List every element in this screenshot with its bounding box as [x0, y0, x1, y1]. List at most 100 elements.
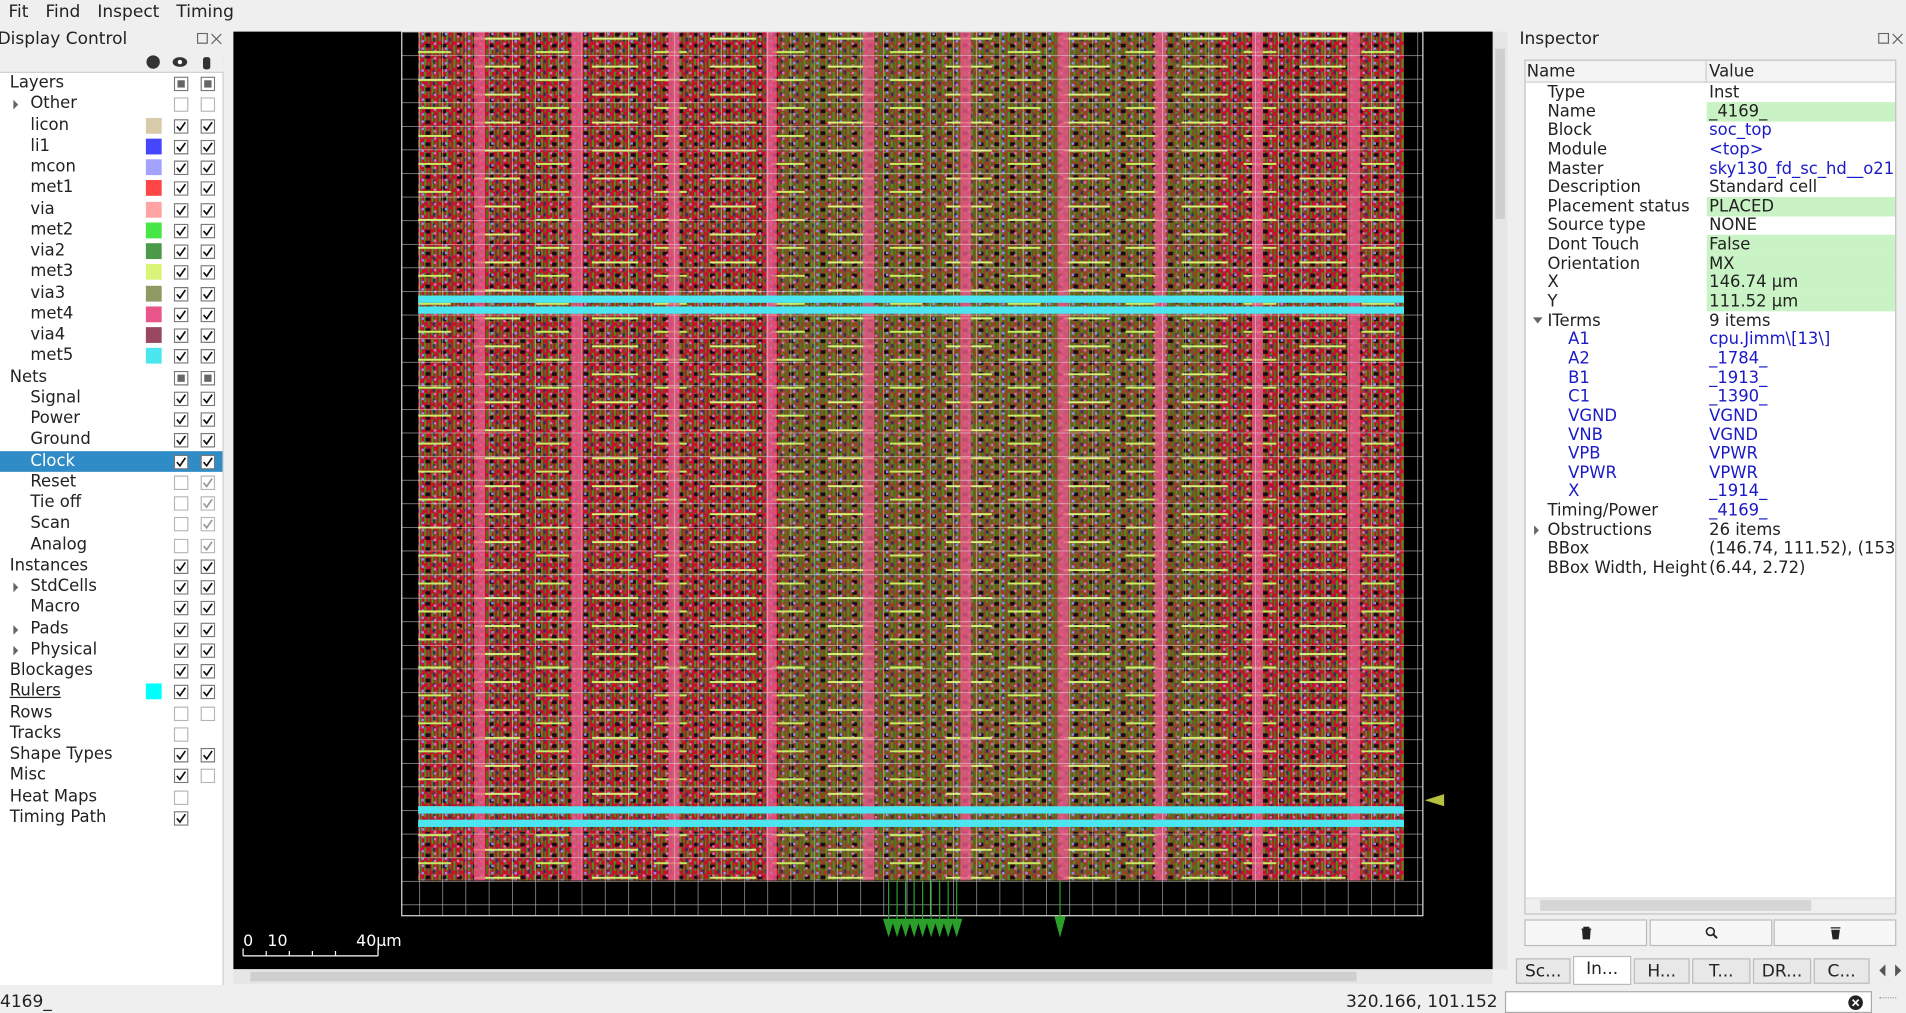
checkbox[interactable] — [200, 76, 216, 92]
command-input[interactable] — [1504, 991, 1873, 1013]
dock-tab[interactable]: Sc... — [1515, 958, 1571, 984]
inspector-value[interactable]: VPWR — [1709, 444, 1758, 464]
dock-tab[interactable]: C... — [1813, 958, 1870, 984]
display-row[interactable]: met1 — [0, 178, 222, 199]
display-row[interactable]: Analog — [0, 534, 222, 555]
inspector-row[interactable]: Dont Touch False — [1526, 234, 1896, 255]
checkbox[interactable] — [173, 286, 189, 301]
display-row[interactable]: mcon — [0, 157, 222, 178]
inspector-row[interactable]: Orientation MX — [1526, 253, 1896, 274]
checkbox[interactable] — [173, 810, 189, 826]
display-row[interactable]: Nets — [0, 367, 222, 388]
inspector-value[interactable]: _1390_ — [1709, 387, 1768, 407]
checkbox[interactable] — [200, 286, 216, 301]
display-row[interactable]: Tracks — [0, 723, 222, 744]
display-row[interactable]: via2 — [0, 241, 222, 262]
inspector-value[interactable]: cpu.Jimm\[13\] — [1709, 329, 1831, 350]
checkbox[interactable] — [173, 684, 189, 700]
menu-item[interactable]: Inspect — [97, 2, 160, 22]
checkbox[interactable] — [173, 663, 189, 679]
checkbox[interactable] — [200, 768, 216, 784]
checkbox[interactable] — [200, 454, 216, 469]
checkbox[interactable] — [173, 139, 189, 155]
checkbox[interactable] — [173, 76, 189, 92]
checkbox[interactable] — [200, 663, 216, 679]
checkbox[interactable] — [200, 307, 216, 322]
menu-item[interactable]: Fit — [8, 2, 29, 22]
checkbox[interactable] — [200, 747, 216, 763]
display-row[interactable]: Other — [0, 94, 222, 115]
dock-tab[interactable]: H... — [1633, 958, 1690, 984]
inspector-value[interactable]: VGND — [1709, 406, 1759, 426]
display-row[interactable]: met3 — [0, 262, 222, 283]
display-row[interactable]: Physical — [0, 639, 222, 660]
display-row[interactable]: Rulers — [0, 681, 222, 702]
display-row[interactable]: Reset — [0, 472, 222, 493]
checkbox[interactable] — [173, 433, 189, 448]
checkbox[interactable] — [200, 202, 216, 218]
checkbox[interactable] — [173, 328, 189, 343]
inspector-row[interactable]: Source type NONE — [1526, 216, 1896, 235]
checkbox[interactable] — [173, 223, 189, 239]
inspector-row[interactable]: X 146.74 µm — [1526, 272, 1896, 293]
display-row[interactable]: Rows — [0, 702, 222, 723]
checkbox[interactable] — [173, 747, 189, 763]
inspector-row[interactable]: Module <top> — [1526, 140, 1896, 159]
inspector-row[interactable]: VGND VGND — [1526, 406, 1896, 426]
inspector-value[interactable]: _4169_ — [1709, 501, 1768, 521]
checkbox[interactable] — [200, 349, 216, 364]
checkbox[interactable] — [200, 496, 216, 511]
checkbox[interactable] — [200, 475, 216, 490]
display-row[interactable]: Shape Types — [0, 744, 222, 765]
checkbox[interactable] — [200, 139, 216, 155]
inspector-row[interactable]: X _1914_ — [1526, 482, 1896, 501]
checkbox[interactable] — [200, 559, 216, 574]
checkbox[interactable] — [173, 789, 189, 805]
inspector-row[interactable]: VPB VPWR — [1526, 444, 1896, 464]
checkbox[interactable] — [200, 223, 216, 239]
checkbox[interactable] — [200, 265, 216, 281]
column-header[interactable]: Name — [1526, 62, 1576, 82]
display-row[interactable]: Layers — [0, 73, 222, 94]
checkbox[interactable] — [173, 475, 189, 490]
checkbox[interactable] — [173, 412, 189, 427]
toolbar-button[interactable] — [1524, 919, 1648, 947]
inspector-value[interactable]: soc_top — [1709, 120, 1772, 141]
checkbox[interactable] — [200, 433, 216, 448]
inspector-row[interactable]: BBox (146.74, 111.52), (153. — [1526, 539, 1895, 558]
checkbox[interactable] — [173, 559, 189, 574]
dock-tab[interactable]: T... — [1692, 958, 1751, 984]
checkbox[interactable] — [173, 181, 189, 197]
display-row[interactable]: Tie off — [0, 493, 222, 514]
inspector-row[interactable]: BBox Width, Height (6.44, 2.72) — [1526, 558, 1896, 577]
display-row[interactable]: via4 — [0, 325, 222, 346]
checkbox[interactable] — [173, 580, 189, 595]
display-row[interactable]: Blockages — [0, 660, 222, 681]
checkbox[interactable] — [173, 202, 189, 218]
display-row[interactable]: Macro — [0, 597, 222, 618]
checkbox[interactable] — [173, 726, 189, 742]
inspector-row[interactable]: C1 _1390_ — [1526, 387, 1896, 407]
menu-item[interactable]: Find — [45, 2, 81, 22]
checkbox[interactable] — [200, 244, 216, 260]
display-row[interactable]: Signal — [0, 388, 222, 409]
column-header[interactable]: Value — [1709, 62, 1755, 82]
checkbox[interactable] — [200, 538, 216, 553]
display-row[interactable]: Misc — [0, 765, 222, 786]
display-row[interactable]: Instances — [0, 555, 222, 576]
display-row[interactable]: via — [0, 199, 222, 220]
inspector-row[interactable]: Obstructions 26 items — [1526, 520, 1896, 540]
display-row[interactable]: met5 — [0, 346, 222, 367]
display-row[interactable]: Pads — [0, 618, 222, 639]
inspector-row[interactable]: Type Inst — [1526, 83, 1896, 102]
checkbox[interactable] — [200, 412, 216, 427]
display-row[interactable]: Clock — [0, 450, 223, 472]
checkbox[interactable] — [173, 601, 189, 616]
checkbox[interactable] — [173, 244, 189, 260]
inspector-row[interactable]: Placement status PLACED — [1526, 196, 1896, 217]
checkbox[interactable] — [173, 496, 189, 511]
menu-item[interactable]: Timing — [176, 2, 234, 22]
display-row[interactable]: licon — [0, 115, 222, 136]
checkbox[interactable] — [200, 684, 216, 700]
checkbox[interactable] — [173, 307, 189, 322]
